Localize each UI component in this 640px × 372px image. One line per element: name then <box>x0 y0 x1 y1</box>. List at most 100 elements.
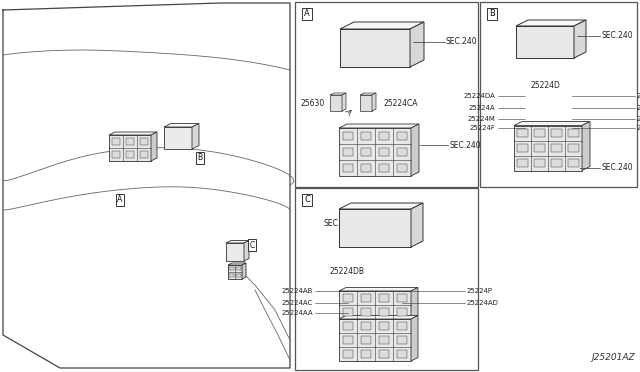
Bar <box>379 148 389 156</box>
Polygon shape <box>340 29 410 67</box>
Bar <box>552 159 562 167</box>
Bar <box>360 148 371 156</box>
Bar <box>397 336 408 344</box>
Polygon shape <box>244 241 249 261</box>
Polygon shape <box>339 315 418 319</box>
Bar <box>229 273 234 278</box>
Polygon shape <box>360 93 376 95</box>
Bar <box>379 336 389 344</box>
Polygon shape <box>410 22 424 67</box>
Polygon shape <box>339 203 423 209</box>
Polygon shape <box>340 22 424 29</box>
Text: 25224DB: 25224DB <box>330 267 365 276</box>
Bar <box>480 2 637 187</box>
Bar <box>568 144 579 152</box>
Text: SEC.240: SEC.240 <box>601 32 632 41</box>
Bar <box>397 294 408 302</box>
Bar <box>379 294 389 302</box>
Bar <box>534 144 545 152</box>
Bar <box>360 308 371 316</box>
Polygon shape <box>514 125 582 170</box>
Bar <box>568 159 579 167</box>
Bar <box>379 164 389 172</box>
Bar <box>360 164 371 172</box>
Bar <box>140 151 148 158</box>
Bar <box>397 132 408 140</box>
Text: 25224AA: 25224AA <box>282 310 313 316</box>
Text: 25630: 25630 <box>301 99 325 108</box>
Bar <box>517 129 527 137</box>
Text: 25224DA: 25224DA <box>463 93 495 99</box>
Polygon shape <box>411 315 418 361</box>
Polygon shape <box>242 263 246 279</box>
Bar <box>517 144 527 152</box>
Text: SEC.240: SEC.240 <box>449 141 481 150</box>
Text: SEC.240: SEC.240 <box>601 164 632 173</box>
Bar <box>397 148 408 156</box>
Text: 25224M: 25224M <box>467 116 495 122</box>
Bar <box>397 308 408 316</box>
Text: C: C <box>250 241 255 250</box>
Bar <box>534 129 545 137</box>
Bar <box>552 144 562 152</box>
Polygon shape <box>574 20 586 58</box>
Text: 25224A: 25224A <box>468 105 495 111</box>
Bar <box>342 164 353 172</box>
Bar <box>360 336 371 344</box>
Polygon shape <box>109 132 157 135</box>
Bar <box>236 273 241 278</box>
Polygon shape <box>339 288 418 291</box>
Polygon shape <box>228 263 246 265</box>
Bar <box>360 294 371 302</box>
Polygon shape <box>516 20 586 26</box>
Polygon shape <box>516 26 574 58</box>
Text: 25224AD: 25224AD <box>467 300 499 306</box>
Bar <box>126 138 134 145</box>
Polygon shape <box>411 124 419 176</box>
Bar <box>568 129 579 137</box>
Bar <box>342 336 353 344</box>
Polygon shape <box>228 265 242 279</box>
Bar <box>360 350 371 358</box>
Bar <box>360 132 371 140</box>
Bar <box>112 138 120 145</box>
Text: 25224BA: 25224BA <box>637 116 640 122</box>
Bar <box>140 138 148 145</box>
Polygon shape <box>330 93 346 95</box>
Polygon shape <box>582 122 590 170</box>
Polygon shape <box>151 132 157 161</box>
Text: C: C <box>304 196 310 205</box>
Text: SEC.240: SEC.240 <box>323 218 355 228</box>
Polygon shape <box>372 93 376 111</box>
Bar <box>236 267 241 270</box>
Bar <box>342 294 353 302</box>
Polygon shape <box>339 291 411 319</box>
Text: 25224AB: 25224AB <box>282 288 313 294</box>
Text: SEC.240: SEC.240 <box>345 356 376 365</box>
Text: 25224AC: 25224AC <box>282 300 313 306</box>
Bar <box>126 151 134 158</box>
Bar <box>295 188 478 370</box>
Bar <box>295 2 478 187</box>
Polygon shape <box>330 95 342 111</box>
Polygon shape <box>339 124 419 128</box>
Text: 25224CA: 25224CA <box>383 99 417 108</box>
Bar <box>342 350 353 358</box>
Bar <box>360 322 371 330</box>
Text: 25224D: 25224D <box>530 80 560 90</box>
Text: 25224C: 25224C <box>637 125 640 131</box>
Polygon shape <box>192 124 199 149</box>
Bar <box>342 148 353 156</box>
Bar <box>342 308 353 316</box>
Bar <box>379 132 389 140</box>
Polygon shape <box>226 241 249 243</box>
Bar <box>397 350 408 358</box>
Text: 25224P: 25224P <box>467 288 493 294</box>
Text: 25224Z: 25224Z <box>637 105 640 111</box>
Text: J25201AZ: J25201AZ <box>591 353 635 362</box>
Text: A: A <box>304 10 310 19</box>
Bar <box>379 350 389 358</box>
Bar <box>552 129 562 137</box>
Bar <box>342 322 353 330</box>
Bar <box>397 322 408 330</box>
